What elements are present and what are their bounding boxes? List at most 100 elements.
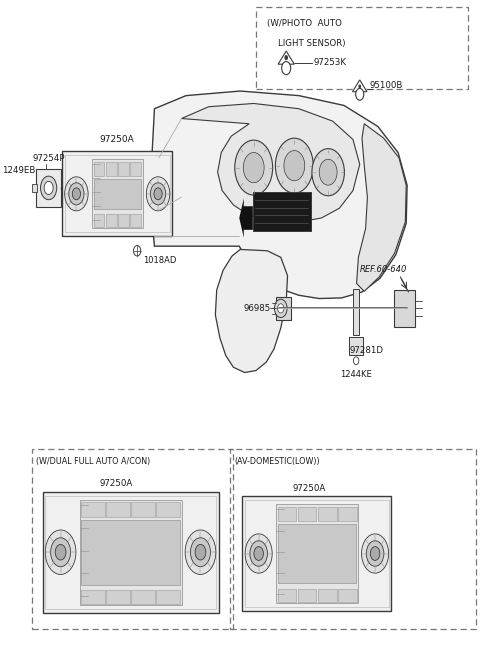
Circle shape [55, 544, 66, 560]
Circle shape [44, 181, 53, 194]
Text: 95100B: 95100B [370, 81, 403, 90]
Bar [132, 502, 155, 516]
Bar [32, 184, 37, 192]
Bar [32, 449, 232, 629]
Circle shape [250, 541, 267, 566]
Text: 97253K: 97253K [313, 58, 346, 68]
Text: REF.60-640: REF.60-640 [360, 265, 407, 274]
Circle shape [245, 534, 272, 573]
Circle shape [150, 183, 166, 205]
Text: 1018AD: 1018AD [143, 256, 176, 265]
Bar [277, 506, 296, 521]
Bar [353, 289, 360, 335]
Bar [349, 337, 363, 356]
Bar [132, 590, 155, 604]
Bar [92, 159, 143, 228]
Bar [276, 297, 291, 320]
Circle shape [133, 245, 141, 256]
Circle shape [146, 176, 170, 211]
Circle shape [366, 541, 384, 566]
Bar [106, 162, 117, 176]
Bar [156, 502, 180, 516]
Circle shape [254, 546, 264, 560]
Circle shape [284, 150, 305, 181]
Circle shape [72, 188, 81, 200]
Circle shape [371, 546, 380, 560]
Text: 96985: 96985 [243, 304, 270, 313]
Circle shape [319, 159, 337, 185]
Polygon shape [352, 80, 367, 92]
Circle shape [276, 138, 313, 193]
Circle shape [191, 538, 210, 567]
Circle shape [312, 149, 345, 195]
Bar [94, 179, 141, 209]
Bar [94, 214, 105, 227]
Circle shape [69, 183, 84, 205]
Text: 97250A: 97250A [100, 480, 133, 488]
Bar [118, 162, 129, 176]
Bar [118, 214, 129, 227]
Circle shape [275, 299, 287, 318]
Bar [43, 491, 218, 613]
Bar [277, 524, 356, 583]
Bar [65, 155, 170, 232]
Circle shape [353, 357, 359, 365]
Text: 97281D: 97281D [349, 346, 384, 356]
Circle shape [154, 188, 162, 200]
Text: (AV-DOMESTIC(LOW)): (AV-DOMESTIC(LOW)) [235, 457, 320, 466]
Bar [298, 506, 316, 521]
Circle shape [359, 85, 361, 89]
Circle shape [65, 176, 88, 211]
Bar [298, 588, 316, 602]
Polygon shape [278, 51, 294, 64]
Circle shape [235, 140, 273, 195]
Bar [62, 152, 172, 236]
Circle shape [45, 530, 76, 575]
Bar [318, 588, 336, 602]
Bar [81, 520, 180, 585]
Circle shape [277, 304, 284, 313]
Text: (W/DUAL FULL AUTO A/CON): (W/DUAL FULL AUTO A/CON) [36, 457, 151, 466]
Text: 97250A: 97250A [100, 135, 134, 144]
Text: 1244KE: 1244KE [340, 370, 372, 379]
Bar [36, 169, 61, 207]
Text: (W/PHOTO  AUTO: (W/PHOTO AUTO [267, 19, 342, 28]
Bar [277, 588, 296, 602]
Bar [253, 192, 311, 231]
Bar [131, 162, 142, 176]
Bar [106, 214, 117, 227]
Circle shape [282, 62, 291, 75]
Bar [81, 590, 105, 604]
Bar [45, 495, 216, 609]
Circle shape [40, 176, 57, 199]
Text: 97250A: 97250A [293, 484, 326, 493]
Bar [81, 502, 105, 516]
Text: 1249EB: 1249EB [2, 167, 36, 175]
Bar [276, 504, 358, 603]
Bar [156, 590, 180, 604]
Circle shape [50, 538, 71, 567]
Circle shape [356, 89, 364, 100]
Circle shape [361, 534, 389, 573]
Text: LIGHT SENSOR): LIGHT SENSOR) [267, 39, 346, 48]
Polygon shape [216, 249, 288, 373]
Bar [338, 506, 357, 521]
Polygon shape [150, 91, 407, 298]
Text: 97254P: 97254P [32, 154, 65, 163]
Circle shape [195, 544, 206, 560]
Bar [107, 590, 130, 604]
Circle shape [284, 55, 288, 60]
Bar [94, 162, 105, 176]
Bar [318, 506, 336, 521]
Circle shape [243, 152, 264, 183]
Bar [338, 588, 357, 602]
Bar [245, 500, 389, 607]
Polygon shape [181, 104, 360, 222]
Polygon shape [239, 198, 253, 237]
Bar [131, 214, 142, 227]
Bar [107, 502, 130, 516]
Bar [256, 7, 468, 89]
Bar [394, 290, 415, 327]
Bar [242, 496, 391, 611]
Circle shape [185, 530, 216, 575]
